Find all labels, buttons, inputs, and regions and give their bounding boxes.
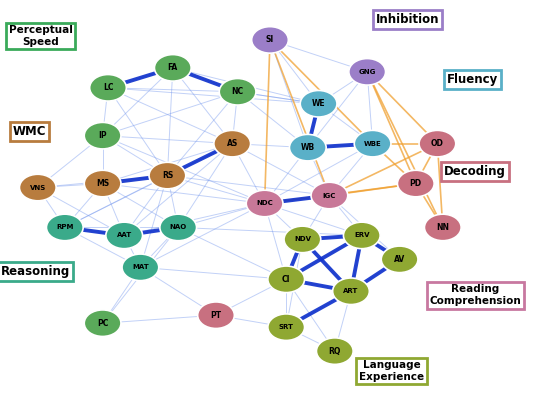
Ellipse shape xyxy=(268,266,305,292)
Ellipse shape xyxy=(289,134,326,161)
Ellipse shape xyxy=(419,130,456,157)
Text: ERV: ERV xyxy=(354,232,369,239)
Text: RS: RS xyxy=(162,171,173,180)
Text: NN: NN xyxy=(436,223,449,232)
Ellipse shape xyxy=(219,79,256,105)
Text: NDC: NDC xyxy=(256,200,273,207)
Text: WBE: WBE xyxy=(364,140,381,147)
Text: AAT: AAT xyxy=(117,232,132,239)
Text: AS: AS xyxy=(227,139,238,148)
Text: Language
Experience: Language Experience xyxy=(359,360,424,382)
Text: RQ: RQ xyxy=(329,347,341,356)
Text: FA: FA xyxy=(168,63,178,72)
Text: PT: PT xyxy=(211,311,221,320)
Text: IP: IP xyxy=(98,131,107,140)
Text: GNG: GNG xyxy=(359,69,376,75)
Ellipse shape xyxy=(198,302,234,328)
Ellipse shape xyxy=(246,190,283,217)
Text: NAO: NAO xyxy=(170,224,187,231)
Text: MAT: MAT xyxy=(132,264,149,271)
Text: Reasoning: Reasoning xyxy=(1,265,70,278)
Text: AV: AV xyxy=(394,255,405,264)
Ellipse shape xyxy=(90,75,126,101)
Text: OD: OD xyxy=(431,139,444,148)
Text: SI: SI xyxy=(266,36,274,44)
Ellipse shape xyxy=(316,338,353,364)
Text: Reading
Comprehension: Reading Comprehension xyxy=(429,284,521,306)
Ellipse shape xyxy=(214,130,251,157)
Text: MS: MS xyxy=(96,179,109,188)
Ellipse shape xyxy=(354,130,391,157)
Text: WMC: WMC xyxy=(13,125,46,138)
Ellipse shape xyxy=(284,226,321,253)
Ellipse shape xyxy=(84,310,121,336)
Ellipse shape xyxy=(349,59,386,85)
Text: VNS: VNS xyxy=(30,184,46,191)
Text: WB: WB xyxy=(301,143,315,152)
Ellipse shape xyxy=(160,214,197,241)
Ellipse shape xyxy=(424,214,461,241)
Text: Inhibition: Inhibition xyxy=(376,14,440,26)
Text: ART: ART xyxy=(343,288,359,294)
Text: Perceptual
Speed: Perceptual Speed xyxy=(9,25,72,47)
Ellipse shape xyxy=(300,91,337,117)
Ellipse shape xyxy=(397,170,434,197)
Ellipse shape xyxy=(381,246,418,273)
Text: Fluency: Fluency xyxy=(447,73,498,86)
Ellipse shape xyxy=(46,214,83,241)
Text: IGC: IGC xyxy=(323,192,336,199)
Text: PD: PD xyxy=(410,179,422,188)
Text: SRT: SRT xyxy=(279,324,294,330)
Ellipse shape xyxy=(311,182,348,209)
Ellipse shape xyxy=(122,254,159,280)
Ellipse shape xyxy=(252,27,288,53)
Text: WE: WE xyxy=(312,99,326,108)
Text: NDV: NDV xyxy=(294,236,311,243)
Text: NC: NC xyxy=(232,87,244,96)
Text: Decoding: Decoding xyxy=(444,165,506,178)
Ellipse shape xyxy=(84,170,121,197)
Text: LC: LC xyxy=(103,83,113,92)
Ellipse shape xyxy=(268,314,305,340)
Ellipse shape xyxy=(149,162,186,189)
Text: RPM: RPM xyxy=(56,224,73,231)
Ellipse shape xyxy=(106,222,143,249)
Text: PC: PC xyxy=(97,319,109,328)
Ellipse shape xyxy=(343,222,380,249)
Ellipse shape xyxy=(333,278,369,304)
Text: CI: CI xyxy=(282,275,291,284)
Ellipse shape xyxy=(84,122,121,149)
Ellipse shape xyxy=(154,55,191,81)
Ellipse shape xyxy=(19,174,56,201)
